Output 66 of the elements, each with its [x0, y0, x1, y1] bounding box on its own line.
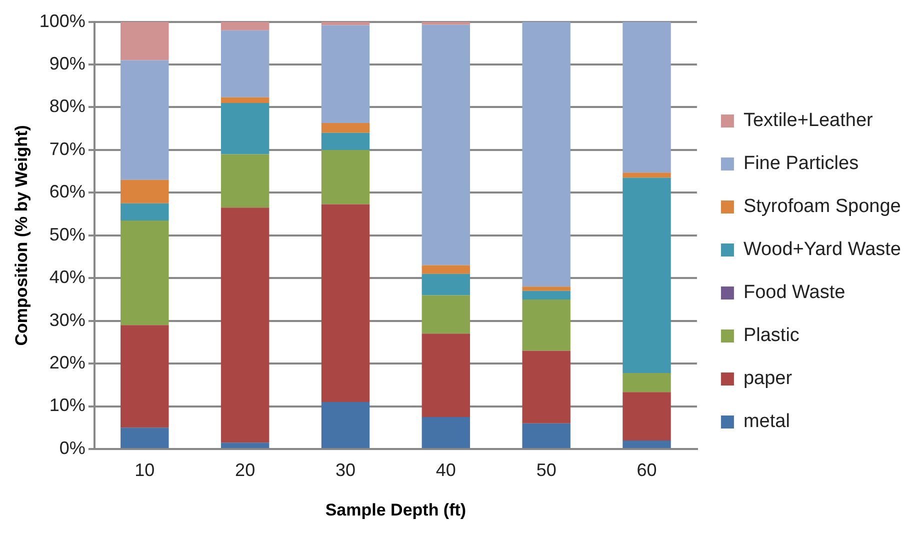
bar: [120, 22, 169, 60]
y-tick-label: 40%: [49, 267, 86, 288]
bar: [522, 286, 570, 291]
y-tick-label: 30%: [49, 310, 86, 330]
legend-label: metal: [743, 411, 790, 432]
bar: [422, 334, 470, 417]
bar: [422, 265, 470, 274]
y-tick-label: 100%: [39, 10, 86, 31]
bar: [422, 22, 470, 25]
legend-label: Plastic: [743, 325, 800, 346]
bar: [522, 290, 570, 300]
bar: [321, 402, 370, 448]
bar: [220, 30, 270, 98]
bar: [422, 295, 470, 334]
bar: [120, 220, 169, 326]
bar: [622, 172, 671, 178]
bar: [622, 22, 671, 173]
y-tick-label: 20%: [49, 352, 86, 373]
bar: [220, 22, 270, 30]
bar: [220, 97, 270, 103]
bar: [522, 423, 570, 448]
x-tick-label: 30: [335, 460, 356, 480]
bar: [422, 274, 470, 296]
y-tick-label: 60%: [49, 182, 86, 202]
bar: [321, 150, 370, 204]
bar: [220, 442, 270, 448]
x-axis-title: Sample Depth (ft): [325, 500, 466, 520]
bar: [120, 60, 169, 180]
bar: [120, 428, 169, 448]
bar: [522, 22, 570, 287]
y-tick-label: 70%: [49, 138, 86, 159]
legend-label: Food Waste: [743, 282, 846, 304]
bar: [422, 24, 470, 266]
bar: [422, 416, 470, 448]
bar: [120, 203, 169, 220]
y-tick-label: 0%: [59, 438, 86, 458]
bar: [522, 299, 570, 351]
legend-label: Textile+Leather: [743, 110, 874, 132]
legend-label: Fine Particles: [743, 153, 859, 174]
x-tick-label: 60: [636, 460, 657, 480]
bar: [321, 123, 370, 133]
legend-label: Styrofoam Sponge: [743, 196, 901, 218]
x-tick-label: 50: [536, 460, 556, 480]
y-axis-title: Composition (% by Weight): [12, 125, 31, 346]
bar: [120, 325, 169, 428]
bar: [321, 204, 370, 402]
y-tick-label: 50%: [49, 224, 86, 244]
legend-label: Wood+Yard Waste: [743, 239, 901, 260]
bar: [622, 372, 671, 392]
bar: [120, 180, 169, 204]
bar: [522, 350, 570, 424]
x-tick-label: 20: [235, 460, 256, 480]
bar: [622, 440, 671, 448]
legend-label: paper: [743, 368, 793, 390]
bar: [622, 392, 671, 440]
bar: [220, 208, 270, 443]
bar: [321, 25, 370, 124]
x-tick-label: 40: [436, 460, 456, 480]
y-tick-label: 80%: [49, 96, 86, 116]
x-tick-label: 10: [134, 460, 155, 480]
bar: [220, 102, 270, 154]
bar: [220, 154, 270, 208]
bar: [622, 178, 671, 373]
bar: [321, 132, 370, 150]
y-tick-label: 10%: [49, 395, 86, 416]
y-tick-label: 90%: [49, 53, 86, 74]
